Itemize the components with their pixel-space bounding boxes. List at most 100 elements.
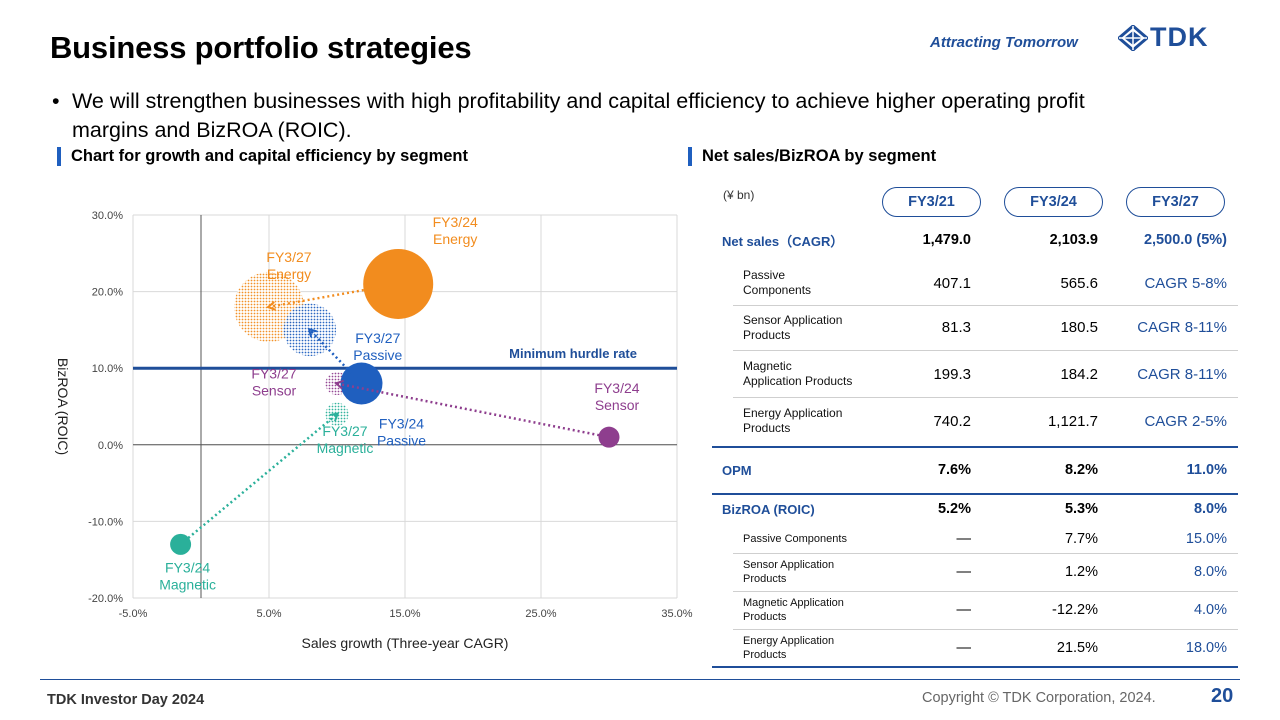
bubble-label-period: FY3/24 bbox=[165, 559, 210, 575]
bullet-line-2: margins and BizROA (ROIC). bbox=[72, 118, 352, 142]
bubble-label-segment: Magnetic bbox=[317, 440, 374, 456]
bubble-label: FY3/27 Sensor bbox=[251, 366, 296, 399]
y-tick-label: -10.0% bbox=[88, 516, 123, 528]
bubble-label: FY3/27 Energy bbox=[266, 249, 311, 282]
segment-label: Sensor Application Products bbox=[743, 313, 842, 343]
bizroa-label: BizROA (ROIC) bbox=[722, 501, 815, 517]
table-cell: 18.0% bbox=[1185, 639, 1227, 656]
segment-label-line: Passive Components bbox=[743, 532, 847, 545]
bubble-label-segment: Energy bbox=[433, 231, 477, 247]
bubble-label-segment: Energy bbox=[267, 266, 311, 282]
year-header-fy27: FY3/27 bbox=[1126, 187, 1225, 217]
segment-label-line: Components bbox=[743, 283, 812, 297]
opm-row: OPM 7.6% 8.2% 11.0% bbox=[712, 459, 1238, 481]
table-cell: 7.7% bbox=[1064, 530, 1098, 547]
table-cell: 2,103.9 bbox=[1049, 232, 1098, 248]
table-cell: 199.3 bbox=[933, 365, 971, 383]
segment-label: Energy Application Products bbox=[743, 406, 842, 436]
row-divider bbox=[733, 350, 1238, 351]
opm-label: OPM bbox=[722, 462, 752, 478]
table-divider bbox=[712, 493, 1238, 495]
table-cell: 8.0% bbox=[1193, 501, 1227, 517]
x-tick-label: 5.0% bbox=[256, 608, 281, 620]
company-logo: TDK bbox=[1118, 22, 1209, 53]
table-row: Magnetic Application Products — -12.2% 4.0% bbox=[712, 591, 1238, 629]
page-number: 20 bbox=[1211, 685, 1234, 707]
segment-label-line: Products bbox=[743, 421, 791, 435]
bubble-label-period: FY3/27 bbox=[251, 366, 296, 382]
table-divider bbox=[712, 446, 1238, 448]
bubble-label: FY3/24 Magnetic bbox=[159, 559, 216, 592]
tagline: Attracting Tomorrow bbox=[930, 34, 1078, 51]
bubble-label-period: FY3/27 bbox=[322, 423, 367, 439]
y-tick-label: 20.0% bbox=[92, 287, 123, 299]
x-tick-label: 15.0% bbox=[389, 608, 420, 620]
segment-label-line: Passive bbox=[743, 268, 786, 282]
segment-label-line: Sensor Application bbox=[743, 312, 843, 327]
segment-label-line: Products bbox=[743, 327, 791, 342]
x-axis-title: Sales growth (Three-year CAGR) bbox=[302, 635, 509, 651]
bubble-label-period: FY3/24 bbox=[379, 416, 424, 432]
table-cell: CAGR 5-8% bbox=[1144, 274, 1227, 292]
bubble-label: FY3/24 Energy bbox=[433, 214, 478, 247]
table-cell: 2,500.0 (5%) bbox=[1143, 232, 1227, 248]
section-bar bbox=[57, 147, 61, 166]
segment-label-line: Products bbox=[743, 573, 787, 585]
y-tick-label: 10.0% bbox=[92, 363, 123, 375]
segment-label: Sensor Application Products bbox=[743, 558, 834, 586]
net-sales-label: Net sales（CAGR） bbox=[722, 233, 844, 249]
chart-section-title: Chart for growth and capital efficiency … bbox=[71, 147, 468, 165]
segment-label-line: Application Products bbox=[743, 374, 853, 388]
bullet-dot-icon: • bbox=[52, 89, 60, 113]
table-cell: 565.6 bbox=[1060, 274, 1098, 292]
table-cell: 11.0% bbox=[1186, 462, 1227, 478]
table-row: Energy Application Products — 21.5% 18.0% bbox=[712, 629, 1238, 666]
table-cell: 15.0% bbox=[1185, 530, 1227, 547]
table-row: Passive Components 407.1 565.6 CAGR 5-8% bbox=[712, 261, 1238, 305]
bubble-label: FY3/27 Magnetic bbox=[317, 423, 374, 456]
table-cell: 1,479.0 bbox=[922, 232, 971, 248]
segment-label: Magnetic Application Products bbox=[743, 596, 844, 624]
year-header-fy24: FY3/24 bbox=[1004, 187, 1103, 217]
y-axis-title: BizROA (ROIC) bbox=[55, 358, 71, 455]
bubble-label: FY3/24 Sensor bbox=[594, 380, 639, 413]
bubble-label-segment: Magnetic bbox=[159, 576, 216, 592]
segment-label-line: Energy Application bbox=[743, 634, 835, 647]
y-tick-label: 30.0% bbox=[92, 210, 123, 222]
table-cell: 184.2 bbox=[1060, 365, 1098, 383]
bubble-label-period: FY3/24 bbox=[433, 214, 478, 230]
table-row: Sensor Application Products 81.3 180.5 CAGR … bbox=[712, 305, 1238, 350]
table-cell: — bbox=[956, 602, 972, 618]
segment-label: Passive Components bbox=[743, 268, 811, 298]
bubble-sensor-fy3-24 bbox=[598, 426, 620, 448]
footer-copyright: Copyright © TDK Corporation, 2024. bbox=[922, 690, 1156, 706]
table-section-title: Net sales/BizROA by segment bbox=[702, 147, 937, 165]
table-cell: 407.1 bbox=[933, 274, 971, 292]
table-row: Sensor Application Products — 1.2% 8.0% bbox=[712, 553, 1238, 591]
chart-section-heading: Chart for growth and capital efficiency … bbox=[57, 147, 468, 166]
table-row: Energy Application Products 740.2 1,121.7 CA… bbox=[712, 398, 1238, 444]
bubble-label-segment: Sensor bbox=[252, 383, 297, 399]
table-cell: CAGR 2-5% bbox=[1144, 412, 1227, 430]
table-cell: -12.2% bbox=[1052, 602, 1098, 618]
segment-label-line: Magnetic Application bbox=[743, 597, 844, 609]
unit-label: (¥ bn) bbox=[723, 188, 755, 202]
table-row: Magnetic Application Products 199.3 184.2 CA… bbox=[712, 351, 1238, 397]
table-cell: 21.5% bbox=[1056, 639, 1098, 656]
bubble-label-period: FY3/24 bbox=[594, 380, 639, 396]
row-divider bbox=[733, 305, 1238, 306]
x-tick-label: -5.0% bbox=[119, 608, 148, 620]
segment-label-line: Energy Application bbox=[743, 406, 843, 420]
table-cell: 1,121.7 bbox=[1047, 412, 1098, 430]
summary-bullet: • We will strengthen businesses with hig… bbox=[52, 87, 1242, 145]
row-divider bbox=[733, 591, 1238, 592]
table-cell: 180.5 bbox=[1060, 319, 1098, 336]
segment-label: Magnetic Application Products bbox=[743, 359, 852, 389]
table-cell: 5.2% bbox=[937, 501, 971, 517]
footer-event: TDK Investor Day 2024 bbox=[47, 692, 205, 708]
footer-divider bbox=[40, 679, 1240, 680]
y-tick-label: 0.0% bbox=[98, 440, 123, 452]
table-cell: CAGR 8-11% bbox=[1137, 319, 1227, 336]
table-cell: 7.6% bbox=[937, 462, 971, 478]
table-section-heading: Net sales/BizROA by segment bbox=[688, 147, 936, 166]
